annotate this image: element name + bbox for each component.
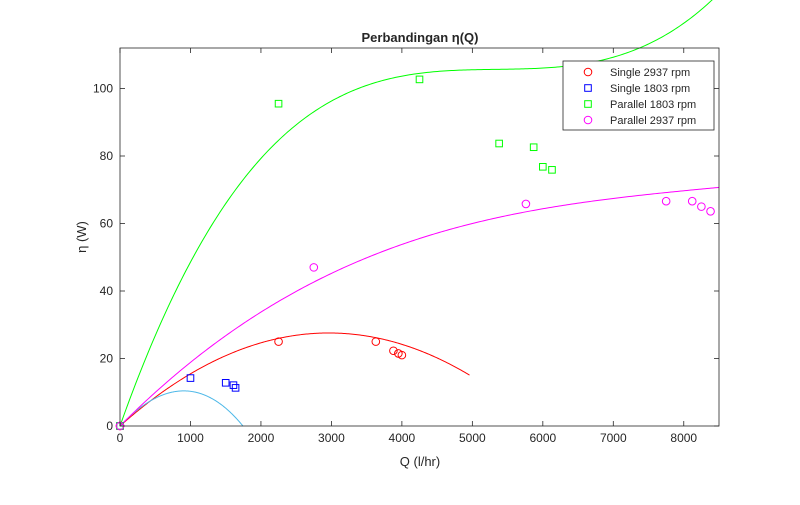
legend-label: Single 1803 rpm xyxy=(610,83,690,95)
data-point-square xyxy=(548,166,556,174)
fit-curve xyxy=(119,0,713,427)
x-tick-label: 4000 xyxy=(389,431,416,445)
x-tick-label: 0 xyxy=(117,431,124,445)
legend-label: Parallel 1803 rpm xyxy=(610,99,696,111)
y-tick-label: 40 xyxy=(100,284,114,298)
y-tick-label: 20 xyxy=(100,352,114,366)
data-point-circle xyxy=(687,196,697,206)
legend-marker-square xyxy=(584,100,592,108)
legend-box xyxy=(562,60,715,131)
data-point-square xyxy=(229,381,238,389)
legend-label: Single 2937 rpm xyxy=(610,67,690,79)
x-tick-label: 5000 xyxy=(459,431,486,445)
fit-curve xyxy=(119,390,244,427)
data-point-circle xyxy=(274,337,283,346)
data-point-square xyxy=(221,379,230,387)
y-tick-label: 60 xyxy=(100,217,114,231)
x-tick-label: 3000 xyxy=(318,431,345,445)
data-point-square xyxy=(529,143,538,152)
y-axis-label: η (W) xyxy=(74,221,89,253)
data-point-circle xyxy=(371,337,381,346)
data-point-square xyxy=(495,139,503,148)
data-point-square xyxy=(231,384,240,392)
legend-marker-square xyxy=(584,84,592,92)
x-tick-label: 8000 xyxy=(670,431,697,445)
x-tick-label: 1000 xyxy=(177,431,204,445)
data-point-square xyxy=(186,374,195,382)
x-tick-label: 6000 xyxy=(529,431,556,445)
y-tick-label: 100 xyxy=(93,82,113,96)
data-point-square xyxy=(274,99,283,108)
chart-title: Perbandingan η(Q) xyxy=(362,30,479,45)
legend-marker-circle xyxy=(583,67,593,77)
legend-label: Parallel 2937 rpm xyxy=(610,115,696,127)
data-point-circle xyxy=(706,207,715,216)
legend-marker-circle xyxy=(583,115,593,125)
x-tick-label: 7000 xyxy=(600,431,627,445)
legend: Single 2937 rpm Single 1803 rpm Parallel 1… xyxy=(562,60,715,131)
data-point-square xyxy=(539,163,547,171)
fit-curve xyxy=(119,332,470,427)
x-axis-ticks: 0 1000 2000 3000 4000 5000 6000 7000 8000 xyxy=(117,48,697,445)
data-point-circle xyxy=(697,202,706,211)
data-point-circle xyxy=(309,263,319,272)
data-point-circle xyxy=(397,350,407,360)
plot-box xyxy=(119,47,720,427)
x-tick-label: 2000 xyxy=(248,431,275,445)
data-markers xyxy=(115,75,715,431)
data-point-square xyxy=(415,75,424,84)
data-point-circle xyxy=(521,199,531,209)
fit-curve xyxy=(119,186,720,427)
x-axis-label: Q (l/hr) xyxy=(400,454,440,469)
fit-curves xyxy=(119,0,720,427)
y-tick-label: 0 xyxy=(106,419,113,433)
y-axis-ticks: 0 20 40 60 80 100 xyxy=(93,82,719,433)
data-point-circle xyxy=(389,346,398,356)
data-point-circle xyxy=(661,196,671,206)
y-tick-label: 80 xyxy=(100,149,114,163)
